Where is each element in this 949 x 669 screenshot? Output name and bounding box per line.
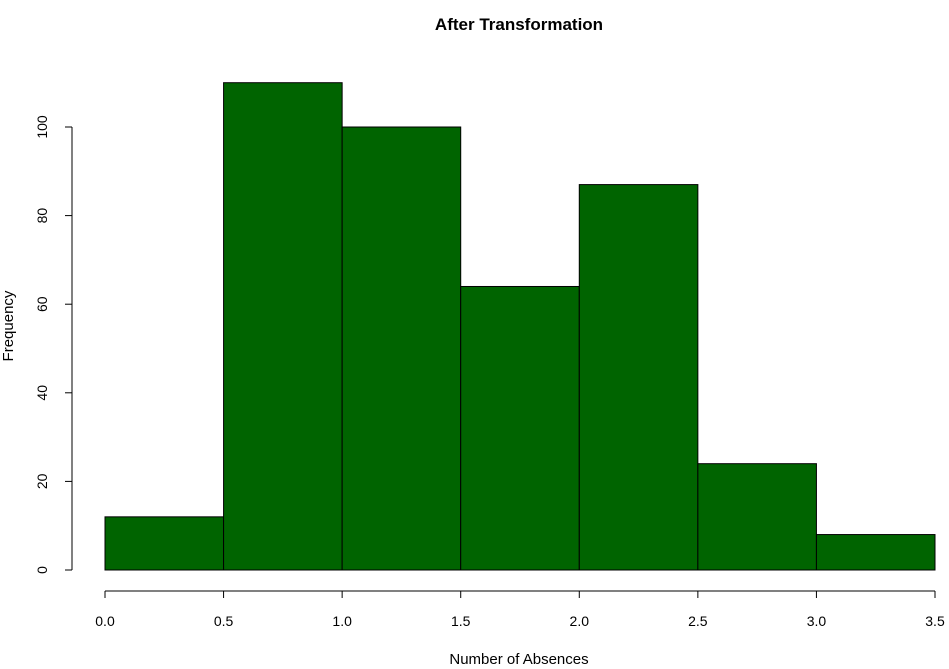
y-tick-label: 100 [34,115,50,139]
y-tick-label: 60 [34,296,50,312]
y-tick-label: 80 [34,208,50,224]
chart-title: After Transformation [435,15,603,34]
y-axis-label: Frequency [0,290,17,361]
y-axis: 0 20 40 60 80 100 [34,115,73,574]
x-tick-label: 0.5 [214,613,234,629]
x-axis-label: Number of Absences [449,651,588,668]
x-tick-label: 1.5 [451,613,471,629]
x-tick-label: 2.0 [570,613,590,629]
y-tick-label: 20 [34,473,50,489]
x-tick-label: 0.0 [95,613,115,629]
histogram-bar-3 [460,285,580,571]
x-tick-label: 3.5 [925,613,945,629]
x-axis: 0.0 0.5 1.0 1.5 2.0 2.5 3.0 3.5 [95,590,945,629]
bars-group [104,82,936,571]
histogram-bar-0 [104,516,225,571]
y-tick-label: 40 [34,385,50,401]
histogram-bar-1 [223,82,343,571]
y-tick-label: 0 [34,566,50,574]
histogram-bar-5 [697,463,817,571]
x-tick-label: 1.0 [332,613,352,629]
x-tick-label: 2.5 [688,613,708,629]
histogram-bar-6 [815,534,936,571]
x-tick-label: 3.0 [807,613,827,629]
histogram-bar-4 [578,184,699,571]
histogram-bar-2 [341,126,462,571]
